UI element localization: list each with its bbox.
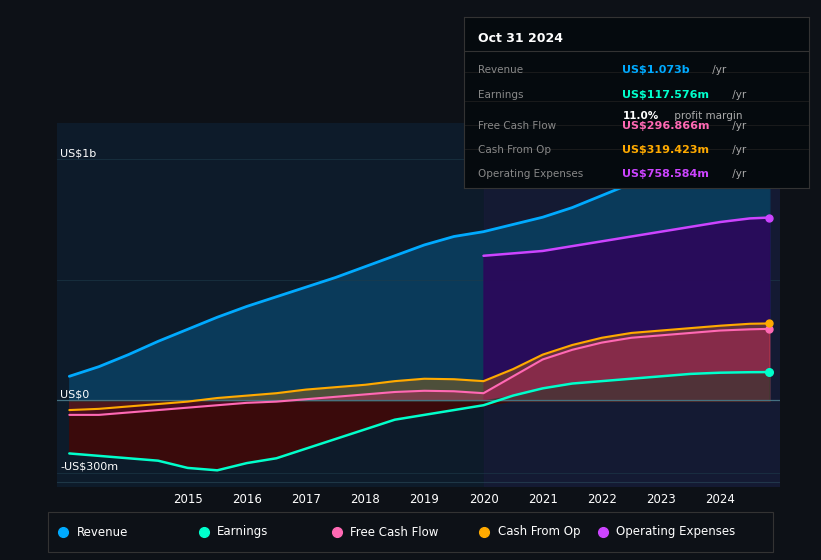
Text: Earnings: Earnings — [217, 525, 268, 539]
Text: Revenue: Revenue — [76, 525, 128, 539]
Text: Cash From Op: Cash From Op — [498, 525, 580, 539]
Text: /yr: /yr — [709, 64, 727, 74]
Text: US$1.073b: US$1.073b — [622, 64, 690, 74]
Text: US$117.576m: US$117.576m — [622, 90, 709, 100]
Text: /yr: /yr — [729, 121, 746, 131]
Text: US$296.866m: US$296.866m — [622, 121, 710, 131]
Point — [763, 319, 776, 328]
Point — [763, 213, 776, 222]
Point — [763, 324, 776, 333]
Text: 11.0%: 11.0% — [622, 111, 658, 121]
Text: Operating Expenses: Operating Expenses — [616, 525, 735, 539]
Text: Free Cash Flow: Free Cash Flow — [350, 525, 438, 539]
Text: Cash From Op: Cash From Op — [478, 145, 551, 155]
Text: Revenue: Revenue — [478, 64, 523, 74]
Text: Earnings: Earnings — [478, 90, 523, 100]
Point — [763, 137, 776, 146]
Text: /yr: /yr — [729, 90, 746, 100]
Text: profit margin: profit margin — [671, 111, 742, 121]
Text: /yr: /yr — [729, 145, 746, 155]
Text: Operating Expenses: Operating Expenses — [478, 169, 583, 179]
Text: US$758.584m: US$758.584m — [622, 169, 709, 179]
Text: US$1b: US$1b — [61, 148, 97, 158]
Text: Oct 31 2024: Oct 31 2024 — [478, 32, 562, 45]
Text: Free Cash Flow: Free Cash Flow — [478, 121, 556, 131]
Text: US$0: US$0 — [61, 389, 89, 399]
Bar — [484, 123, 781, 487]
Point — [763, 367, 776, 376]
Text: /yr: /yr — [729, 169, 746, 179]
Text: US$319.423m: US$319.423m — [622, 145, 709, 155]
Text: -US$300m: -US$300m — [61, 462, 118, 472]
